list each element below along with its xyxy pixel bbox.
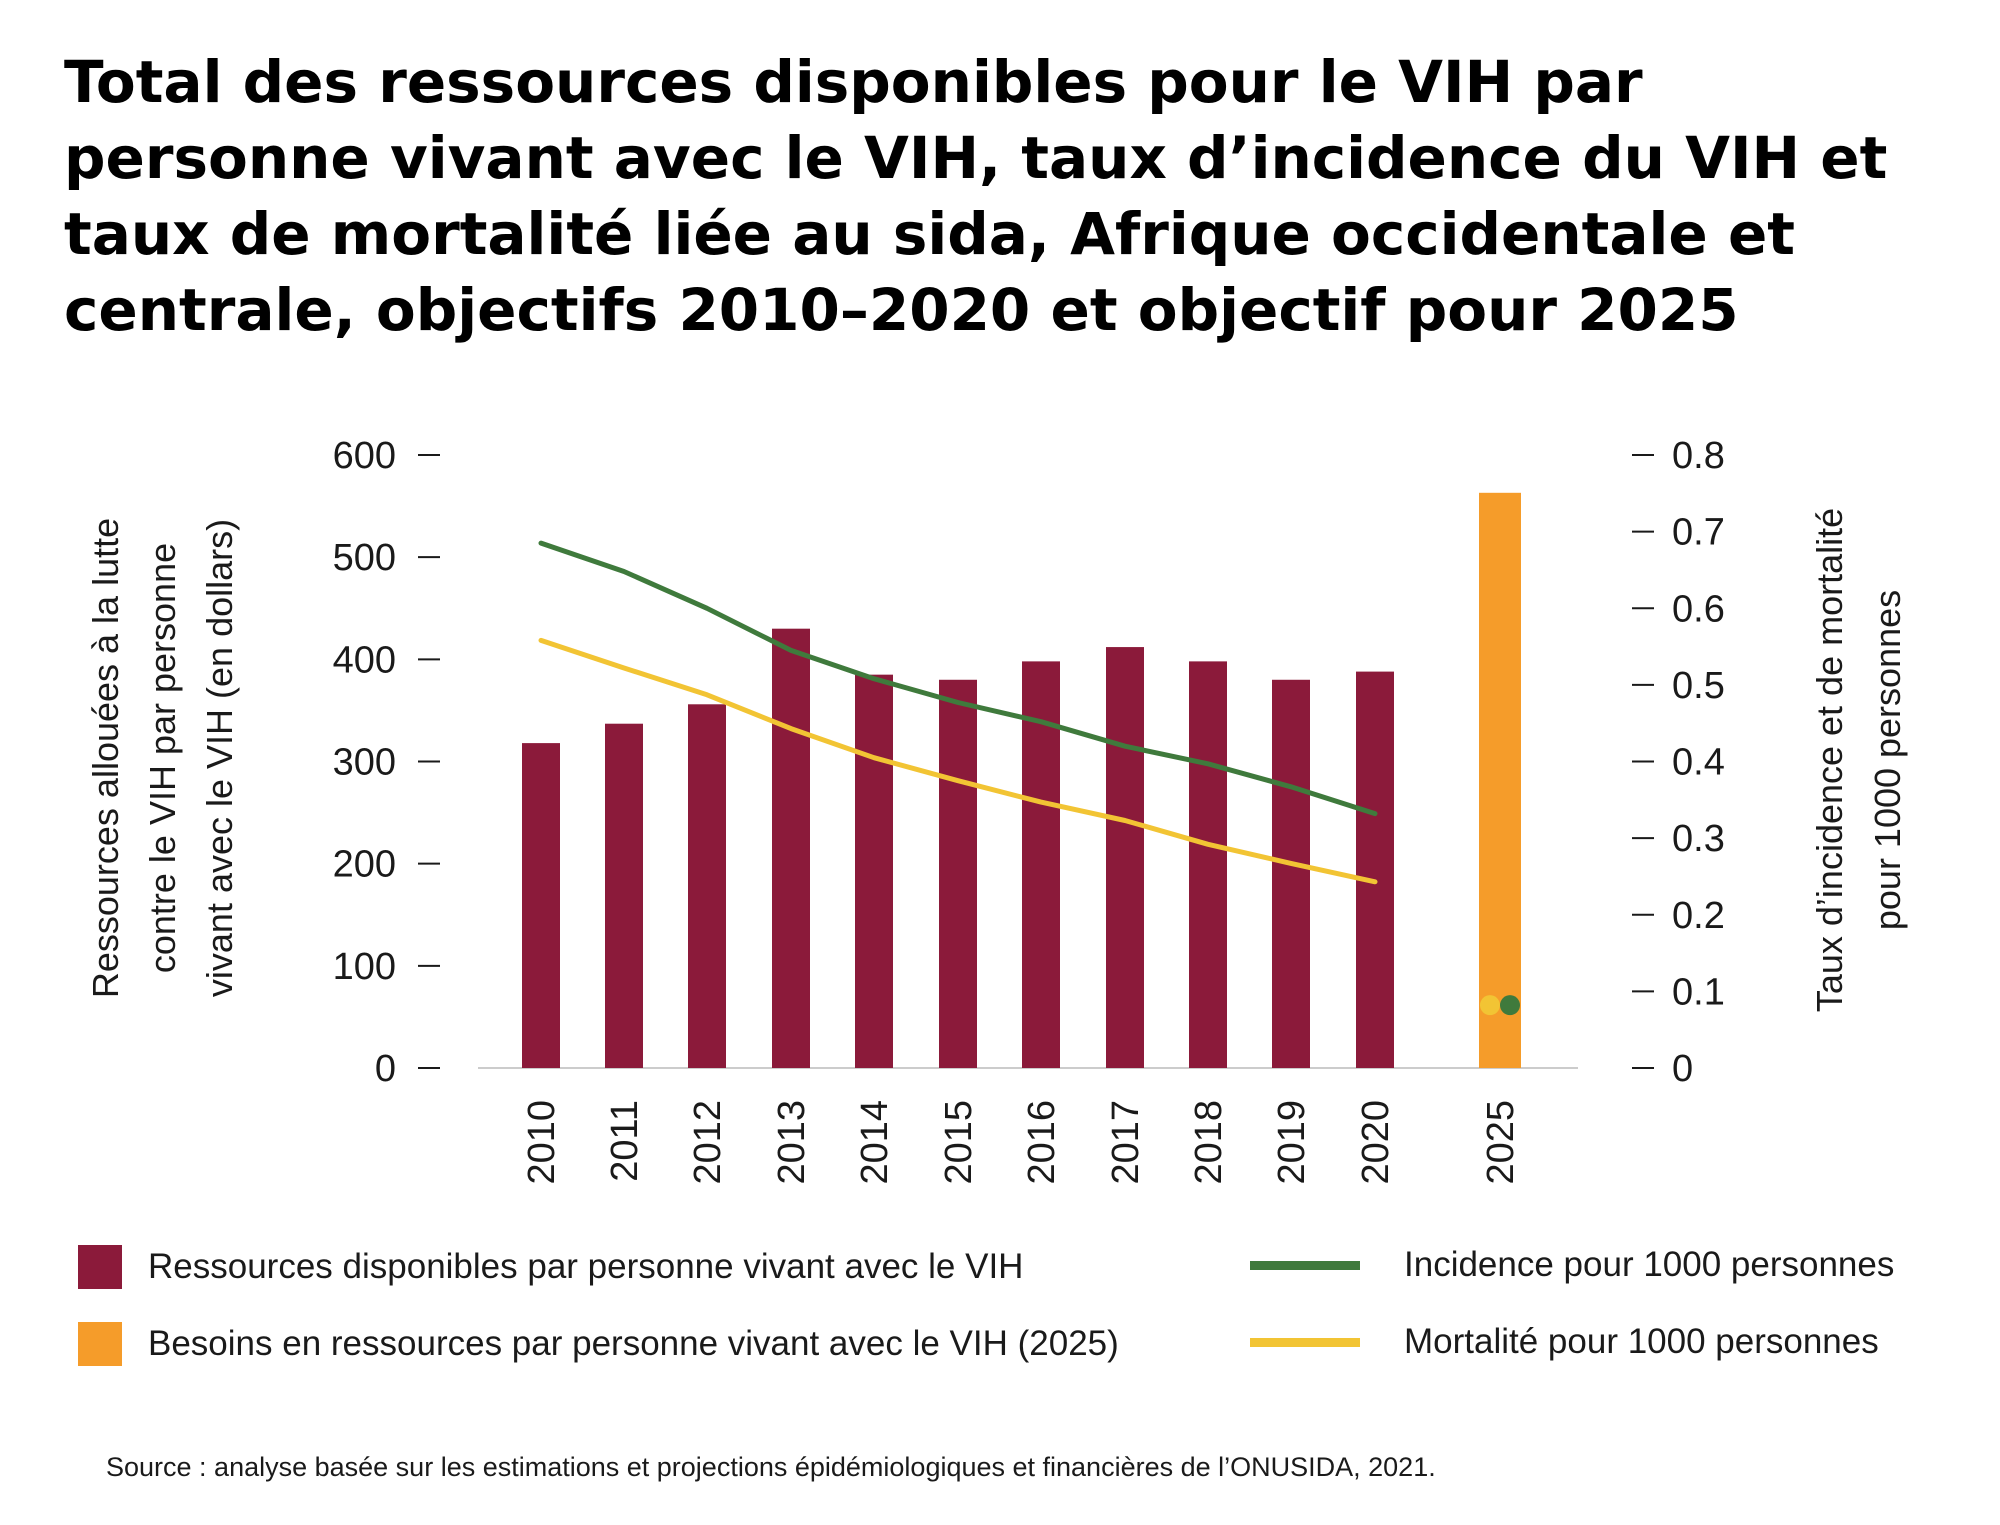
bar-resources-2014 <box>855 674 893 1068</box>
x-tick-label-2020: 2020 <box>1355 1100 1397 1185</box>
legend-label-resources: Ressources disponibles par personne viva… <box>148 1247 1024 1286</box>
right-axis-label: Taux d’incidence et de mortalité pour 100… <box>1809 508 1908 1012</box>
incidence-line <box>538 540 1378 817</box>
left-axis: 0 100 200 300 400 500 600 <box>333 435 440 1090</box>
x-tick-label-2013: 2013 <box>771 1100 813 1185</box>
left-axis-label-line: contre le VIH par personne <box>142 543 183 973</box>
legend-item-resources: Ressources disponibles par personne viva… <box>78 1245 1023 1289</box>
right-tick-label: 0.7 <box>1672 512 1725 554</box>
legend-label-incidence: Incidence pour 1000 personnes <box>1404 1245 1895 1284</box>
bar-resources-2015 <box>939 679 977 1068</box>
legend-item-incidence: Incidence pour 1000 personnes <box>1250 1245 1894 1285</box>
x-tick-label-2016: 2016 <box>1021 1100 1063 1185</box>
x-tick-labels: 2010 2011 2012 2013 2014 2015 2016 2017 2018 2019… <box>521 1100 1522 1185</box>
right-axis-label-line: pour 1000 personnes <box>1867 590 1908 930</box>
left-axis-label-line: Ressources allouées à la lutte <box>85 518 126 998</box>
left-tick-label: 600 <box>333 435 396 477</box>
right-axis: 0 0.1 0.2 0.3 0.4 0.5 0.6 0.7 0.8 <box>1632 435 1725 1090</box>
bar-resources-2011 <box>605 723 643 1068</box>
right-axis-label-line: Taux d’incidence et de mortalité <box>1809 508 1850 1012</box>
right-tick-label: 0.1 <box>1672 971 1725 1013</box>
x-tick-label-2019: 2019 <box>1271 1100 1313 1185</box>
x-tick-label-2010: 2010 <box>521 1100 563 1185</box>
x-tick-label-2015: 2015 <box>938 1100 980 1185</box>
legend-item-mortality: Mortalité pour 1000 personnes <box>1250 1322 1879 1362</box>
x-tick-label-2014: 2014 <box>854 1100 896 1185</box>
source-note: Source : analyse basée sur les estimatio… <box>106 1452 1436 1482</box>
right-tick-label: 0.5 <box>1672 665 1725 707</box>
bars-group <box>522 492 1521 1069</box>
legend-swatch-needs <box>78 1322 122 1366</box>
left-tick-label: 0 <box>375 1048 396 1090</box>
left-axis-label-line: vivant avec le VIH (en dollars) <box>199 519 240 997</box>
left-tick-label: 400 <box>333 639 396 681</box>
legend-swatch-mortality <box>1250 1337 1360 1347</box>
right-tick-label: 0.3 <box>1672 818 1725 860</box>
legend-item-needs: Besoins en ressources par personne vivan… <box>78 1322 1119 1366</box>
left-tick-label: 500 <box>333 537 396 579</box>
right-tick-label: 0.6 <box>1672 588 1725 630</box>
bar-resources-2017 <box>1106 647 1144 1068</box>
left-tick-label: 100 <box>333 946 396 988</box>
right-tick-label: 0.8 <box>1672 435 1725 477</box>
target-dot-incidence <box>1500 995 1520 1016</box>
x-tick-label-2025: 2025 <box>1480 1100 1522 1185</box>
x-tick-label-2017: 2017 <box>1105 1100 1147 1185</box>
right-tick-label: 0.2 <box>1672 895 1725 937</box>
bar-resources-2018 <box>1189 661 1227 1068</box>
left-tick-label: 200 <box>333 844 396 886</box>
bar-resources-2019 <box>1272 679 1310 1068</box>
target-dot-mortality <box>1480 995 1500 1016</box>
right-tick-label: 0 <box>1672 1048 1693 1090</box>
lines-group <box>538 540 1520 1016</box>
x-tick-label-2012: 2012 <box>687 1100 729 1185</box>
bar-resources-2020 <box>1356 671 1394 1068</box>
x-tick-label-2011: 2011 <box>604 1100 646 1182</box>
x-tick-label-2018: 2018 <box>1188 1100 1230 1185</box>
bar-resources-2016 <box>1022 661 1060 1068</box>
bar-needs-2025 <box>1479 492 1521 1069</box>
mortality-line <box>538 637 1378 885</box>
bar-resources-2010 <box>522 743 560 1068</box>
legend-swatch-resources <box>78 1245 122 1289</box>
bar-resources-2012 <box>688 704 726 1068</box>
left-axis-label: Ressources allouées à la lutte contre le … <box>85 518 240 998</box>
left-tick-label: 300 <box>333 742 396 784</box>
chart-title: Total des ressources disponibles pour le… <box>64 48 1888 344</box>
legend-label-needs: Besoins en ressources par personne vivan… <box>148 1324 1119 1363</box>
right-tick-label: 0.4 <box>1672 742 1725 784</box>
legend-swatch-incidence <box>1250 1260 1360 1270</box>
bar-resources-2013 <box>772 628 810 1068</box>
legend-label-mortality: Mortalité pour 1000 personnes <box>1404 1322 1879 1361</box>
